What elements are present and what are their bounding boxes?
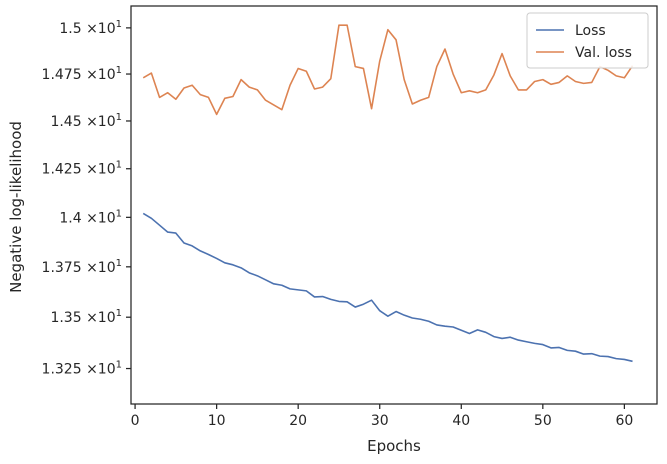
series-layer bbox=[142, 24, 634, 363]
x-tick-label: 50 bbox=[534, 413, 552, 429]
x-axis-ticks: 0 10 20 30 40 50 60 bbox=[131, 404, 633, 429]
x-tick-label: 20 bbox=[289, 413, 307, 429]
x-tick-label: 30 bbox=[371, 413, 389, 429]
y-axis-label: Negative log-likelihood bbox=[7, 121, 25, 293]
x-tick-label: 60 bbox=[615, 413, 633, 429]
y-tick-label: 1.375 ×101 bbox=[42, 258, 122, 276]
series-line-loss bbox=[142, 212, 633, 363]
series-line-val-loss bbox=[142, 24, 634, 116]
legend-box bbox=[526, 12, 649, 69]
plot-frame bbox=[130, 5, 658, 405]
plot-area bbox=[131, 6, 657, 404]
legend-label-val-loss: Val. loss bbox=[575, 45, 632, 61]
y-axis-ticks: 1.325 ×101 1.35 ×101 1.375 ×101 1.4 ×101 1.4… bbox=[42, 19, 131, 378]
y-tick-label: 1.5 ×101 bbox=[59, 19, 122, 37]
y-tick-label: 1.475 ×101 bbox=[42, 65, 122, 83]
legend-label-loss: Loss bbox=[575, 23, 606, 39]
x-axis-label: Epochs bbox=[367, 437, 421, 455]
y-tick-label: 1.425 ×101 bbox=[42, 160, 122, 178]
y-tick-label: 1.35 ×101 bbox=[50, 308, 122, 326]
y-tick-label: 1.325 ×101 bbox=[42, 360, 122, 378]
y-tick-label: 1.4 ×101 bbox=[59, 208, 122, 226]
x-tick-label: 0 bbox=[131, 413, 140, 429]
x-tick-label: 10 bbox=[208, 413, 226, 429]
y-tick-label: 1.45 ×101 bbox=[50, 112, 122, 130]
x-tick-label: 40 bbox=[452, 413, 470, 429]
legend: Loss Val. loss bbox=[526, 12, 649, 69]
